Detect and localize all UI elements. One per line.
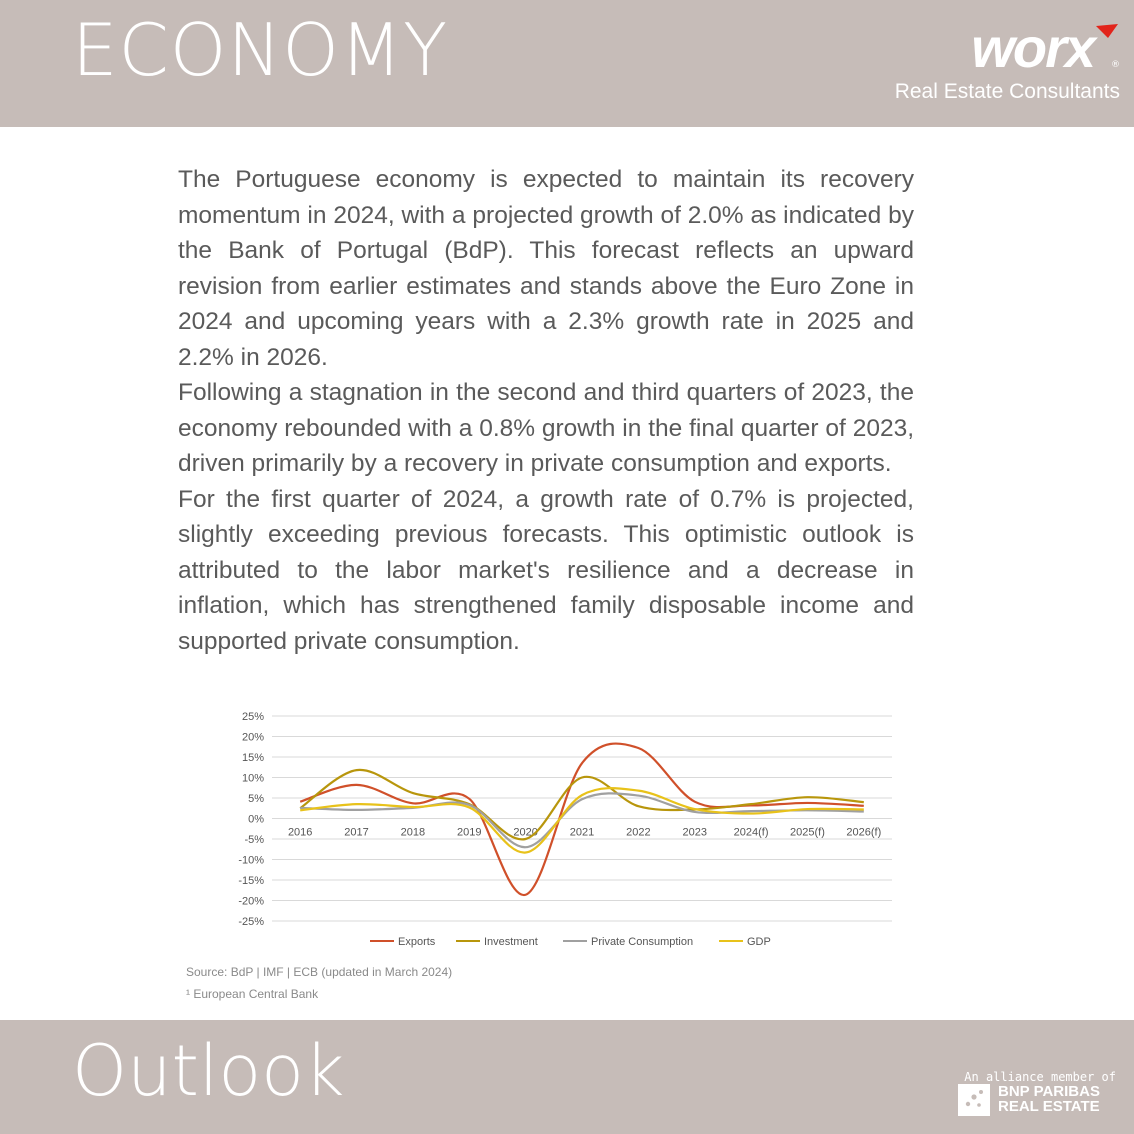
- y-tick-label: -25%: [238, 916, 264, 928]
- y-tick-label: 10%: [242, 773, 264, 785]
- x-tick-label: 2021: [570, 827, 594, 839]
- paragraph: For the first quarter of 2024, a growth …: [178, 485, 914, 655]
- series-line: [299, 768, 864, 841]
- source-note: Source: BdP | IMF | ECB (updated in Marc…: [186, 965, 453, 979]
- logo-accent-mark: [1096, 24, 1118, 38]
- series-line: [299, 742, 864, 896]
- x-tick-label: 2022: [626, 827, 650, 839]
- paragraph: The Portuguese economy is expected to ma…: [178, 166, 914, 371]
- x-tick-label: 2016: [288, 827, 312, 839]
- header-band: ECONOMY worx ® Real Estate Consultants: [0, 0, 1134, 127]
- paragraph: Following a stagnation in the second and…: [178, 379, 914, 477]
- y-tick-label: 5%: [248, 793, 264, 805]
- legend-label: GDP: [747, 936, 771, 948]
- bnp-stars-icon: [958, 1084, 990, 1116]
- body-text: The Portuguese economy is expected to ma…: [178, 162, 914, 659]
- y-tick-label: 20%: [242, 732, 264, 744]
- series-line: [300, 787, 864, 854]
- alliance-text: An alliance member of: [964, 1070, 1116, 1084]
- logo-registered: ®: [1111, 60, 1120, 70]
- legend-label: Exports: [398, 936, 436, 948]
- y-tick-label: -20%: [238, 896, 264, 908]
- x-tick-label: 2020: [513, 827, 537, 839]
- legend-label: Investment: [484, 936, 538, 948]
- y-tick-label: -5%: [244, 834, 264, 846]
- economy-line-chart: 25% 20% 15% 10% 5% 0% -5% -10% -15% -20% -25% 2016 2…: [238, 711, 892, 948]
- bnp-line1: BNP PARIBAS: [998, 1083, 1100, 1100]
- y-tick-label: 15%: [242, 752, 264, 764]
- y-tick-label: -15%: [238, 875, 264, 887]
- section-title: Outlook: [72, 1030, 345, 1112]
- series-line: [300, 792, 864, 849]
- x-tick-label: 2023: [682, 827, 706, 839]
- x-tick-label: 2024(f): [734, 827, 769, 839]
- bnp-paribas-logo: An alliance member of BNP PARIBAS REAL E…: [956, 1070, 1116, 1120]
- bnp-name: BNP PARIBAS REAL ESTATE: [998, 1084, 1100, 1114]
- y-tick-label: -10%: [238, 855, 264, 867]
- worx-logo: worx ® Real Estate Consultants: [890, 20, 1120, 110]
- x-tick-label: 2018: [401, 827, 425, 839]
- x-tick-label: 2025(f): [790, 827, 825, 839]
- logo-wordmark: worx: [971, 16, 1096, 79]
- footnote: ¹ European Central Bank: [186, 987, 319, 1001]
- y-tick-label: 0%: [248, 814, 264, 826]
- x-tick-label: 2026(f): [846, 827, 881, 839]
- y-tick-label: 25%: [242, 711, 264, 723]
- footer-band: Outlook An alliance member of BNP PARIBA…: [0, 1020, 1134, 1134]
- logo-tagline: Real Estate Consultants: [894, 80, 1120, 103]
- bnp-line2: REAL ESTATE: [998, 1098, 1100, 1115]
- legend-label: Private Consumption: [591, 936, 693, 948]
- x-tick-label: 2019: [457, 827, 481, 839]
- page-title: ECONOMY: [72, 8, 449, 92]
- x-tick-label: 2017: [344, 827, 368, 839]
